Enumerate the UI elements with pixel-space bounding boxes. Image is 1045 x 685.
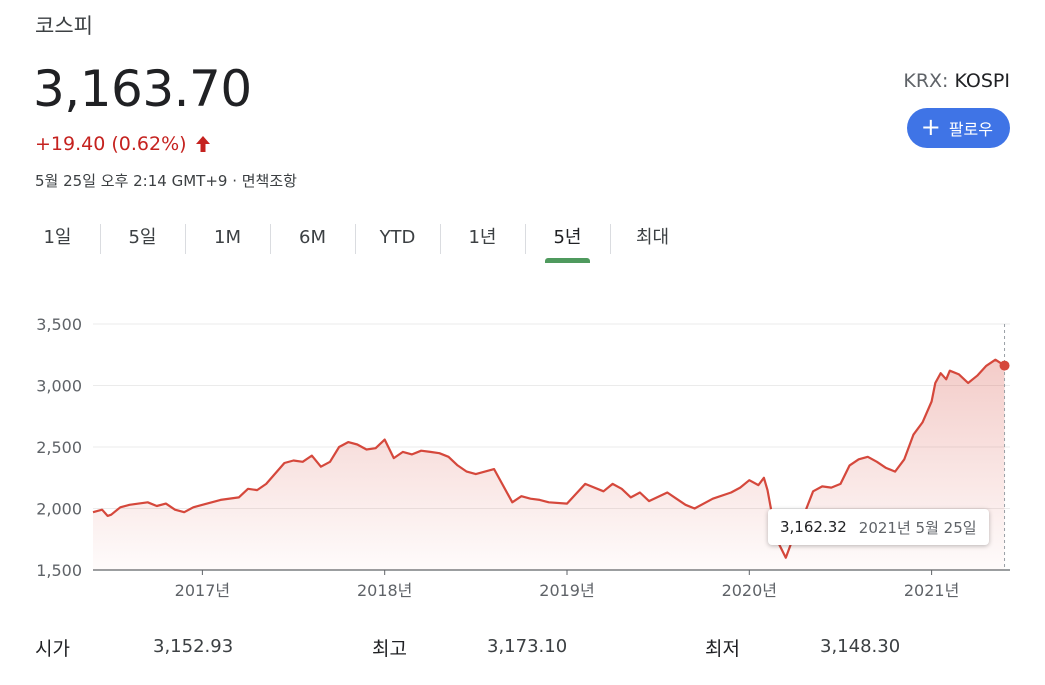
y-tick-label: 2,000	[36, 500, 82, 519]
tab-label: 1일	[43, 227, 72, 248]
area-fill	[93, 359, 1005, 570]
price-chart[interactable]: 3,500 3,000 2,500 2,000 1,500 2017년 2018년 2019년…	[0, 300, 1045, 620]
index-title: 코스피	[35, 14, 93, 38]
arrow-up-icon	[195, 136, 210, 152]
price-change: +19.40 (0.62%)	[35, 133, 211, 155]
ticker-symbol: KRX: KOSPI	[903, 70, 1010, 92]
x-tick-label: 2017년	[175, 581, 230, 600]
stat-value-low: 3,148.30	[820, 636, 901, 657]
stat-label-low: 최저	[705, 638, 740, 660]
tab-5y[interactable]: 5년	[525, 218, 610, 263]
stat-label-high: 최고	[372, 638, 407, 660]
tab-max[interactable]: 최대	[610, 218, 695, 263]
symbol-label: KOSPI	[954, 70, 1011, 92]
chart-tooltip: 3,162.32 2021년 5월 25일	[768, 509, 989, 545]
x-tick-label: 2018년	[357, 581, 412, 600]
change-value: +19.40 (0.62%)	[35, 133, 187, 155]
y-tick-label: 2,500	[36, 438, 82, 457]
tab-1m[interactable]: 1M	[185, 218, 270, 263]
stats-row: 시가 3,152.93 최고 3,173.10 최저 3,148.30	[35, 634, 1010, 664]
follow-label: 팔로우	[948, 120, 993, 139]
tab-1d[interactable]: 1일	[15, 218, 100, 263]
tab-6m[interactable]: 6M	[270, 218, 355, 263]
stat-label-open: 시가	[35, 638, 70, 660]
range-tabs: 1일 5일 1M 6M YTD 1년 5년 최대	[15, 218, 695, 263]
tab-1y[interactable]: 1년	[440, 218, 525, 263]
tab-5d[interactable]: 5일	[100, 218, 185, 263]
x-tick-label: 2020년	[722, 581, 777, 600]
stat-value-high: 3,173.10	[487, 636, 568, 657]
y-tick-label: 3,500	[36, 315, 82, 334]
tab-ytd[interactable]: YTD	[355, 218, 440, 263]
x-tick-label: 2019년	[539, 581, 594, 600]
tab-label: 최대	[635, 227, 670, 248]
tab-label: 6M	[299, 227, 326, 248]
x-tick-label: 2021년	[904, 581, 959, 600]
follow-button[interactable]: + 팔로우	[906, 108, 1010, 148]
y-tick-label: 3,000	[36, 377, 82, 396]
tooltip-value: 3,162.32	[780, 518, 847, 536]
data-point	[999, 360, 1010, 371]
timestamp: 5월 25일 오후 2:14 GMT+9 · 면책조항	[35, 172, 297, 190]
plus-icon: +	[920, 113, 941, 141]
series-line	[92, 358, 1006, 559]
y-tick-label: 1,500	[36, 561, 82, 580]
exchange-label: KRX:	[903, 70, 949, 92]
tab-label: 1년	[468, 227, 497, 248]
tab-label: 5년	[553, 227, 582, 248]
tooltip-date: 2021년 5월 25일	[858, 518, 977, 537]
tab-label: 5일	[128, 227, 157, 248]
tab-label: 1M	[214, 227, 241, 248]
current-price: 3,163.70	[33, 60, 252, 118]
stat-value-open: 3,152.93	[153, 636, 234, 657]
tab-label: YTD	[379, 227, 416, 248]
